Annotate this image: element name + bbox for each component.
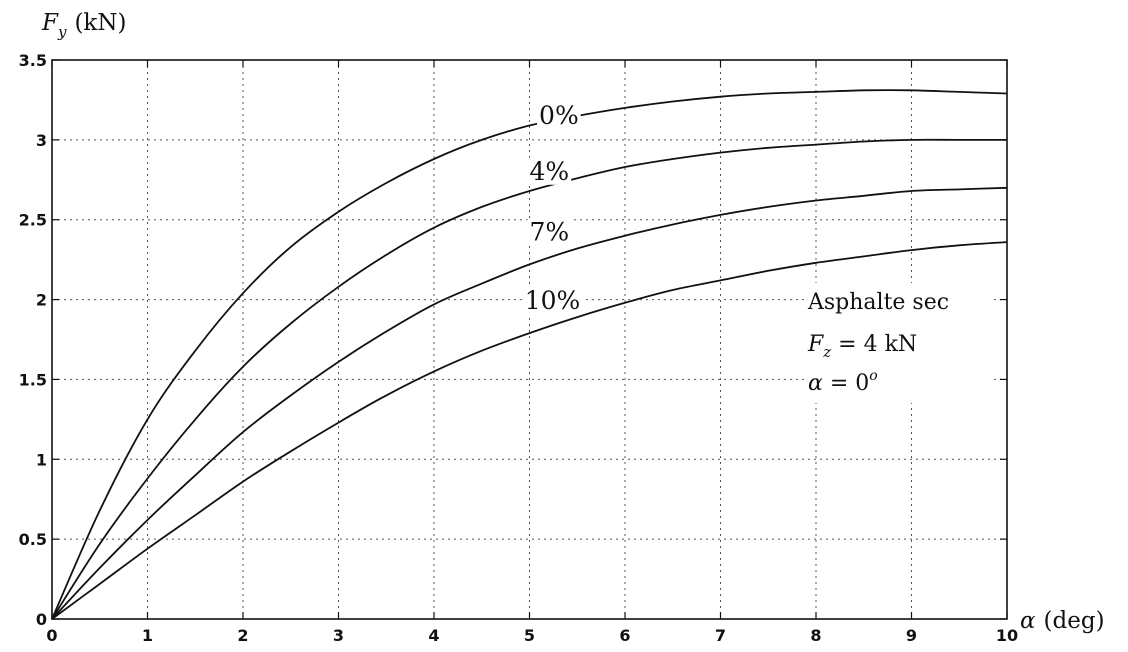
series-label-3: 10% xyxy=(525,286,581,315)
y-tick-label: 2 xyxy=(36,291,47,310)
x-tick-label: 4 xyxy=(428,626,439,645)
annotation-load-symbol: F xyxy=(807,332,824,357)
annotation-box: Asphalte sec Fz = 4 kN α = 0o xyxy=(804,283,994,403)
x-tick-label: 1 xyxy=(142,626,153,645)
series-label-2: 7% xyxy=(530,217,570,246)
annotation-angle-superscript: o xyxy=(869,368,877,384)
x-axis-label: α (deg) xyxy=(1020,608,1105,634)
y-tick-label: 0 xyxy=(36,610,47,629)
annotation-angle-symbol: α xyxy=(808,371,823,396)
tick-labels: 0 1 2 3 4 5 6 7 8 9 10 0 0.5 1 1.5 2 2.5 3 3.5 xyxy=(19,51,1018,645)
annotation-load-value: = 4 kN xyxy=(831,332,917,357)
x-tick-label: 2 xyxy=(237,626,248,645)
y-axis-unit: (kN) xyxy=(74,10,126,36)
y-axis-label: Fy (kN) xyxy=(41,10,126,41)
annotation-load-subscript: z xyxy=(822,343,831,361)
series-label-1: 4% xyxy=(530,157,570,186)
annotation-background xyxy=(804,283,994,403)
x-tick-label: 8 xyxy=(810,626,821,645)
series-line-2 xyxy=(51,186,1008,620)
series-lines xyxy=(51,89,1008,620)
series-label-bg-1 xyxy=(527,157,572,185)
series-line-0 xyxy=(51,89,1008,620)
annotation-surface: Asphalte sec xyxy=(807,290,949,315)
y-tick-label: 1 xyxy=(36,450,47,469)
annotation-angle: α = 0o xyxy=(808,368,878,396)
series-label-bg-0 xyxy=(537,101,581,129)
x-tick-label: 10 xyxy=(996,626,1018,645)
series-line-3 xyxy=(51,241,1008,620)
y-tick-label: 3.5 xyxy=(19,51,47,70)
y-axis-subscript: y xyxy=(57,23,67,41)
x-axis-symbol: α xyxy=(1020,608,1036,634)
series-labels: 0% 4% 7% 10% xyxy=(522,101,583,315)
y-axis-symbol: F xyxy=(41,10,59,36)
x-tick-label: 3 xyxy=(333,626,344,645)
y-tick-label: 3 xyxy=(36,131,47,150)
x-tick-label: 0 xyxy=(46,626,57,645)
x-tick-label: 6 xyxy=(619,626,630,645)
series-label-0: 0% xyxy=(539,101,579,130)
series-label-bg-3 xyxy=(522,287,583,315)
x-axis-unit: (deg) xyxy=(1044,608,1105,634)
series-line-1 xyxy=(51,138,1007,620)
x-tick-label: 9 xyxy=(906,626,917,645)
y-tick-label: 0.5 xyxy=(19,530,47,549)
x-tick-label: 7 xyxy=(715,626,726,645)
y-tick-label: 1.5 xyxy=(19,370,47,389)
series-label-bg-2 xyxy=(527,218,572,246)
y-tick-label: 2.5 xyxy=(19,211,47,230)
annotation-load: Fz = 4 kN xyxy=(807,332,917,361)
x-tick-label: 5 xyxy=(524,626,535,645)
annotation-angle-value: = 0 xyxy=(823,371,869,396)
